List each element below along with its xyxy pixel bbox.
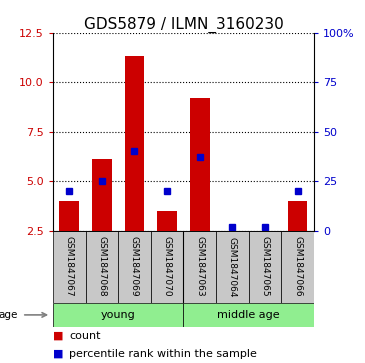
Text: percentile rank within the sample: percentile rank within the sample — [69, 349, 257, 359]
Text: GSM1847068: GSM1847068 — [97, 236, 106, 297]
Bar — [59, 201, 79, 231]
Title: GDS5879 / ILMN_3160230: GDS5879 / ILMN_3160230 — [84, 16, 283, 33]
Bar — [118, 231, 151, 303]
Bar — [53, 231, 85, 303]
Bar — [85, 231, 118, 303]
Bar — [183, 231, 216, 303]
Bar — [249, 231, 281, 303]
Text: age: age — [0, 310, 18, 320]
Text: GSM1847064: GSM1847064 — [228, 237, 237, 297]
Bar — [288, 201, 307, 231]
Bar — [281, 231, 314, 303]
Bar — [190, 98, 210, 231]
Text: young: young — [101, 310, 135, 320]
Text: GSM1847070: GSM1847070 — [162, 236, 172, 297]
Text: count: count — [69, 331, 101, 341]
Bar — [157, 211, 177, 231]
Bar — [125, 56, 144, 231]
Text: ■: ■ — [53, 349, 64, 359]
Text: GSM1847065: GSM1847065 — [261, 236, 269, 297]
Text: GSM1847066: GSM1847066 — [293, 236, 302, 297]
Text: ■: ■ — [53, 331, 64, 341]
Text: middle age: middle age — [217, 310, 280, 320]
Bar — [151, 231, 183, 303]
Bar — [92, 159, 112, 231]
Bar — [216, 231, 249, 303]
Bar — [53, 303, 183, 327]
Bar — [183, 303, 314, 327]
Text: GSM1847069: GSM1847069 — [130, 236, 139, 297]
Text: GSM1847063: GSM1847063 — [195, 236, 204, 297]
Text: GSM1847067: GSM1847067 — [65, 236, 74, 297]
